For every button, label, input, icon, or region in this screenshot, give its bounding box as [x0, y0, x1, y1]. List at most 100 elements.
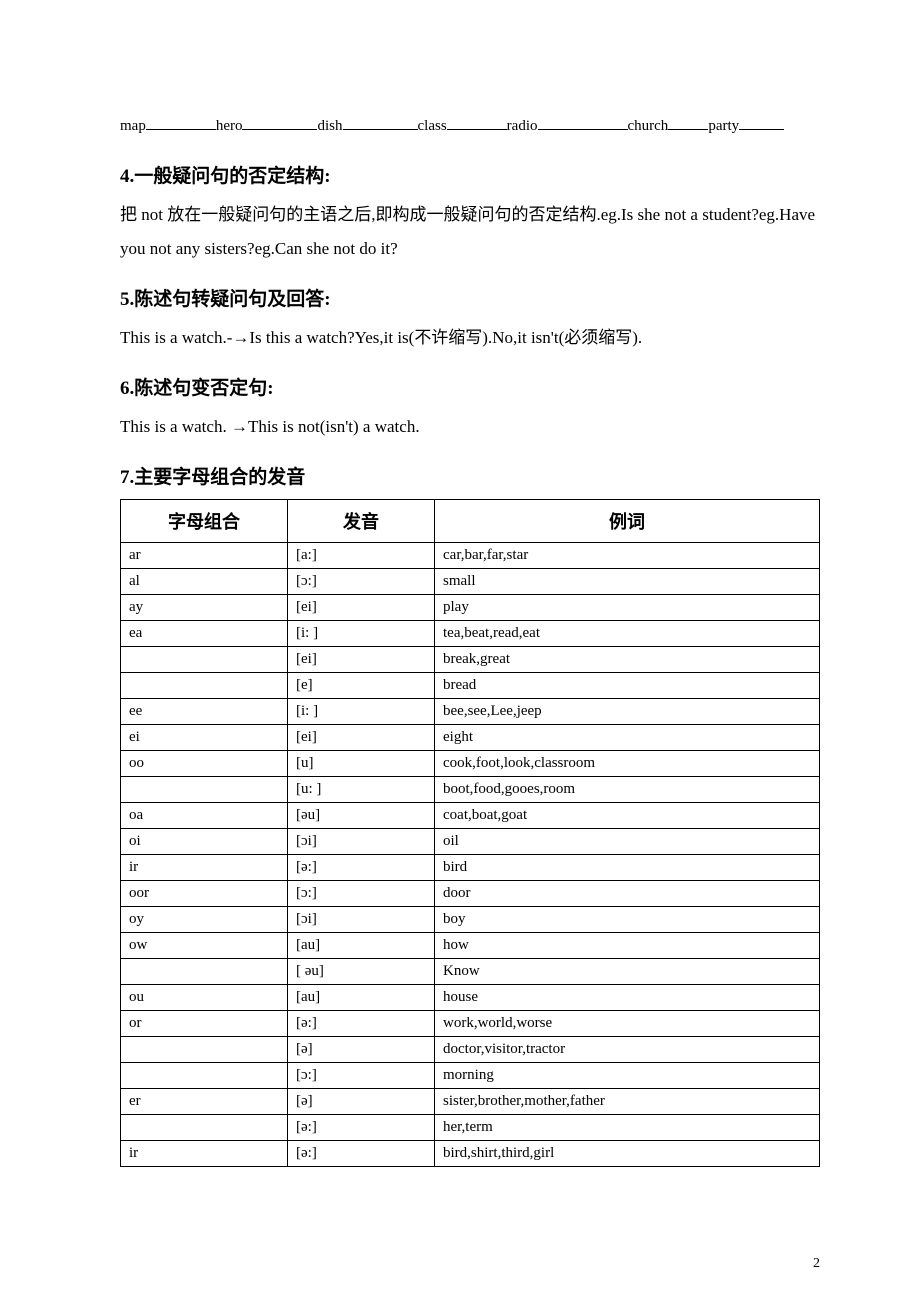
cell-combo: oy — [121, 907, 288, 933]
table-row: or[ə:]work,world,worse — [121, 1011, 820, 1037]
page-number: 2 — [813, 1256, 820, 1272]
cell-examples: boot,food,gooes,room — [435, 777, 820, 803]
cell-sound: [ɔ:] — [288, 1063, 435, 1089]
table-row: [u: ]boot,food,gooes,room — [121, 777, 820, 803]
cell-sound: [ɔi] — [288, 829, 435, 855]
cell-sound: [au] — [288, 985, 435, 1011]
cell-combo — [121, 777, 288, 803]
table-header-sound: 发音 — [288, 500, 435, 543]
cell-combo: ou — [121, 985, 288, 1011]
cell-examples: car,bar,far,star — [435, 543, 820, 569]
cell-sound: [au] — [288, 933, 435, 959]
cell-examples: oil — [435, 829, 820, 855]
table-row: [ɔ:]morning — [121, 1063, 820, 1089]
fill-word: class — [418, 118, 447, 134]
cell-combo: ei — [121, 725, 288, 751]
cell-sound: [i: ] — [288, 621, 435, 647]
cell-combo: al — [121, 569, 288, 595]
cell-combo: or — [121, 1011, 288, 1037]
table-row: ei[ei]eight — [121, 725, 820, 751]
cell-sound: [ə:] — [288, 1115, 435, 1141]
cell-combo: ar — [121, 543, 288, 569]
cell-examples: door — [435, 881, 820, 907]
cell-sound: [ə:] — [288, 1141, 435, 1167]
fill-blank — [739, 114, 784, 130]
table-row: ir[ə:]bird — [121, 855, 820, 881]
cell-combo: ir — [121, 1141, 288, 1167]
table-row: [ei]break,great — [121, 647, 820, 673]
cell-examples: coat,boat,goat — [435, 803, 820, 829]
cell-combo — [121, 959, 288, 985]
table-row: ou[au]house — [121, 985, 820, 1011]
cell-examples: house — [435, 985, 820, 1011]
cell-examples: bread — [435, 673, 820, 699]
cell-examples: morning — [435, 1063, 820, 1089]
cell-examples: bee,see,Lee,jeep — [435, 699, 820, 725]
table-row: ee[i: ]bee,see,Lee,jeep — [121, 699, 820, 725]
cell-examples: cook,foot,look,classroom — [435, 751, 820, 777]
table-row: oo[u]cook,foot,look,classroom — [121, 751, 820, 777]
fill-blank — [447, 114, 507, 130]
table-row: oy[ɔi]boy — [121, 907, 820, 933]
fill-blank — [146, 114, 216, 130]
cell-combo — [121, 673, 288, 699]
cell-sound: [u: ] — [288, 777, 435, 803]
table-row: [ə]doctor,visitor,tractor — [121, 1037, 820, 1063]
section-4-body: 把 not 放在一般疑问句的主语之后,即构成一般疑问句的否定结构.eg.Is s… — [120, 198, 820, 266]
section-5-body: This is a watch.-→Is this a watch?Yes,it… — [120, 321, 820, 355]
cell-sound: [ɔ:] — [288, 881, 435, 907]
cell-sound: [u] — [288, 751, 435, 777]
table-row: al[ɔ:]small — [121, 569, 820, 595]
cell-combo — [121, 1115, 288, 1141]
cell-combo: ir — [121, 855, 288, 881]
cell-examples: eight — [435, 725, 820, 751]
cell-examples: tea,beat,read,eat — [435, 621, 820, 647]
cell-sound: [ei] — [288, 595, 435, 621]
cell-examples: boy — [435, 907, 820, 933]
cell-examples: doctor,visitor,tractor — [435, 1037, 820, 1063]
table-row: ay[ei]play — [121, 595, 820, 621]
section-4-heading: 4.一般疑问句的否定结构: — [120, 161, 820, 188]
cell-sound: [əu] — [288, 803, 435, 829]
section-5-heading: 5.陈述句转疑问句及回答: — [120, 284, 820, 311]
cell-examples: break,great — [435, 647, 820, 673]
fill-blank — [242, 114, 317, 130]
fill-word: map — [120, 118, 146, 134]
table-header-row: 字母组合 发音 例词 — [121, 500, 820, 543]
fill-blank — [343, 114, 418, 130]
cell-combo — [121, 647, 288, 673]
cell-examples: bird — [435, 855, 820, 881]
table-row: oi[ɔi]oil — [121, 829, 820, 855]
cell-combo: ea — [121, 621, 288, 647]
cell-examples: sister,brother,mother,father — [435, 1089, 820, 1115]
cell-sound: [a:] — [288, 543, 435, 569]
cell-combo: ow — [121, 933, 288, 959]
cell-sound: [ə:] — [288, 1011, 435, 1037]
table-row: [ əu]Know — [121, 959, 820, 985]
fill-in-blanks-line: mapherodishclassradiochurchparty — [120, 110, 820, 143]
section-6-heading: 6.陈述句变否定句: — [120, 373, 820, 400]
cell-combo: oa — [121, 803, 288, 829]
cell-examples: her,term — [435, 1115, 820, 1141]
phonics-table: 字母组合 发音 例词 ar[a:]car,bar,far,staral[ɔ:]s… — [120, 499, 820, 1167]
table-header-combo: 字母组合 — [121, 500, 288, 543]
table-row: [ə:]her,term — [121, 1115, 820, 1141]
fill-word: dish — [317, 118, 342, 134]
fill-word: radio — [507, 118, 538, 134]
table-row: [e]bread — [121, 673, 820, 699]
cell-combo: ee — [121, 699, 288, 725]
table-row: er[ə]sister,brother,mother,father — [121, 1089, 820, 1115]
cell-sound: [ əu] — [288, 959, 435, 985]
cell-sound: [ə] — [288, 1089, 435, 1115]
cell-examples: small — [435, 569, 820, 595]
fill-word: party — [708, 118, 739, 134]
table-row: oor[ɔ:]door — [121, 881, 820, 907]
table-row: ir[ə:]bird,shirt,third,girl — [121, 1141, 820, 1167]
table-row: oa[əu]coat,boat,goat — [121, 803, 820, 829]
cell-examples: how — [435, 933, 820, 959]
section-7-heading: 7.主要字母组合的发音 — [120, 462, 820, 489]
cell-combo — [121, 1063, 288, 1089]
cell-combo: oi — [121, 829, 288, 855]
document-page: mapherodishclassradiochurchparty 4.一般疑问句… — [0, 0, 920, 1302]
section-6-body: This is a watch. →This is not(isn't) a w… — [120, 410, 820, 444]
